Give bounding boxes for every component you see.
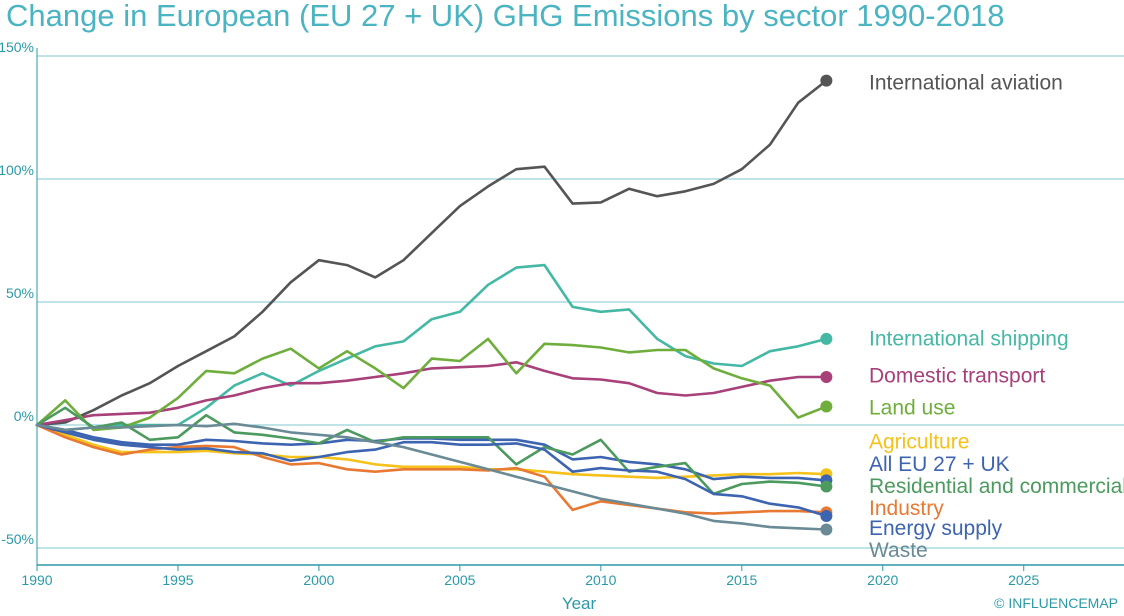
x-axis: 1990 1995 2000 2005 2010 2015 2020 2025 bbox=[21, 48, 1124, 588]
series-label-waste: Waste bbox=[869, 539, 928, 562]
series-line-waste bbox=[35, 422, 828, 531]
y-tick-label: 100% bbox=[0, 162, 34, 178]
y-tick-label: -50% bbox=[1, 531, 34, 547]
series-end-marker-international-aviation bbox=[820, 74, 833, 87]
series-label-domestic-transport: Domestic transport bbox=[869, 364, 1045, 387]
x-axis-title: Year bbox=[562, 594, 597, 613]
chart-title: Change in European (EU 27 + UK) GHG Emis… bbox=[6, 0, 1005, 33]
series-label-all-eu-27-uk: All EU 27 + UK bbox=[869, 453, 1010, 476]
series-end-marker-waste bbox=[820, 523, 833, 536]
x-tick-label: 1990 bbox=[21, 572, 52, 588]
x-tick-label: 1995 bbox=[162, 572, 193, 588]
grid-lines: -50% 0% 50% 100% 150% bbox=[0, 39, 1124, 549]
x-tick-label: 2015 bbox=[726, 572, 757, 588]
y-tick-label: 0% bbox=[14, 408, 34, 424]
series-line-energy-supply bbox=[35, 423, 828, 518]
series-label-international-shipping: International shipping bbox=[869, 327, 1069, 350]
series-label-residential-and-commercial: Residential and commercial bbox=[869, 475, 1124, 498]
series-end-marker-land-use bbox=[820, 400, 833, 413]
series-end-marker-international-shipping bbox=[820, 332, 833, 345]
series-label-industry: Industry bbox=[869, 497, 944, 520]
y-tick-label: 150% bbox=[0, 39, 34, 55]
x-tick-label: 2000 bbox=[303, 572, 334, 588]
series-lines bbox=[35, 74, 833, 536]
x-tick-label: 2005 bbox=[444, 572, 475, 588]
series-label-energy-supply: Energy supply bbox=[869, 517, 1003, 540]
series-label-land-use: Land use bbox=[869, 396, 955, 419]
x-tick-label: 2020 bbox=[867, 572, 898, 588]
series-end-marker-domestic-transport bbox=[820, 371, 833, 384]
series-label-agriculture: Agriculture bbox=[869, 431, 969, 454]
series-line-agriculture bbox=[35, 423, 828, 480]
credit-text: © INFLUENCEMAP bbox=[994, 595, 1118, 611]
series-line-residential-and-commercial bbox=[35, 406, 828, 496]
x-tick-label: 2025 bbox=[1008, 572, 1039, 588]
series-end-marker-residential-and-commercial bbox=[820, 480, 833, 493]
series-line-domestic-transport bbox=[35, 360, 828, 427]
x-tick-label: 2010 bbox=[585, 572, 616, 588]
series-line-international-shipping bbox=[35, 263, 828, 432]
series-end-marker-energy-supply bbox=[820, 510, 833, 523]
series-line-land-use bbox=[35, 337, 828, 432]
series-label-international-aviation: International aviation bbox=[869, 72, 1063, 95]
y-tick-label: 50% bbox=[6, 285, 34, 301]
series-labels: International aviation International ship… bbox=[869, 72, 1124, 562]
series-line-international-aviation bbox=[35, 79, 828, 427]
